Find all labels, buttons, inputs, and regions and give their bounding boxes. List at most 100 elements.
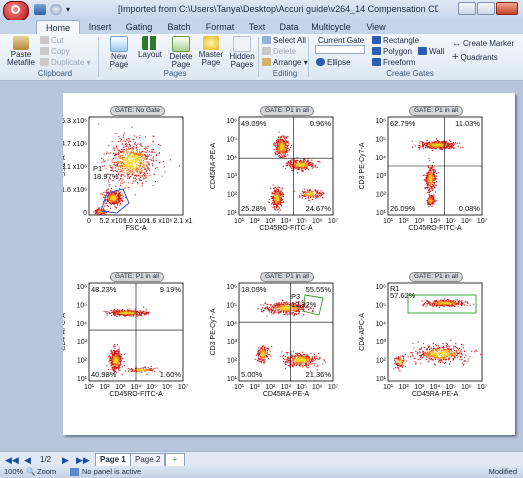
undo-icon[interactable] (50, 4, 62, 15)
tab-multicycle[interactable]: Multicycle (311, 22, 351, 32)
maximize-button[interactable] (477, 2, 495, 15)
arrange-label: Arrange (273, 58, 302, 67)
new-page-button[interactable]: New Page (106, 36, 132, 69)
copy-button[interactable]: Copy (40, 47, 70, 57)
data-dot (121, 193, 123, 195)
data-dot (273, 148, 275, 150)
tab-insert[interactable]: Insert (88, 22, 112, 32)
data-dot (138, 160, 140, 162)
data-dot (113, 192, 115, 194)
data-dot (116, 372, 118, 374)
close-button[interactable] (496, 2, 518, 15)
data-dot (302, 306, 304, 308)
data-dot (299, 164, 301, 166)
data-dot (282, 304, 284, 306)
data-dot (141, 311, 143, 313)
data-dot (117, 177, 119, 179)
arrange-button[interactable]: Arrange ▾ (262, 58, 308, 68)
data-dot (119, 195, 121, 197)
tab-gating[interactable]: Gating (125, 22, 153, 32)
data-dot (282, 193, 284, 195)
freeform-button[interactable]: Freeform (372, 58, 415, 68)
ellipse-button[interactable]: Ellipse (316, 58, 351, 68)
page-label: Page (171, 60, 191, 69)
data-dot (276, 197, 278, 199)
data-dot (275, 192, 277, 194)
data-dot (120, 164, 122, 166)
data-dot (287, 310, 289, 312)
cut-button[interactable]: Cut (40, 36, 63, 46)
data-dot (289, 304, 291, 306)
data-dot (145, 146, 147, 148)
data-dot (126, 145, 128, 147)
data-dot (98, 214, 100, 216)
tab-text[interactable]: Text (248, 22, 266, 32)
delete-button[interactable]: Delete (262, 47, 296, 57)
save-icon[interactable] (34, 4, 46, 15)
tab-data[interactable]: Data (279, 22, 299, 32)
hidden-pages-button[interactable]: Hidden Pages (228, 36, 256, 69)
layout-button[interactable]: Layout (136, 36, 164, 59)
data-dot (113, 369, 115, 371)
data-dot (432, 175, 434, 177)
document-page[interactable]: P1 18.97% 6.3 x10⁶ 4.7 x10⁶ 3.1 x10⁶ 1.6 x10⁶… (63, 93, 515, 435)
tab-view[interactable]: View (366, 22, 386, 32)
data-dot (283, 153, 285, 155)
delete-label: Delete (169, 52, 193, 61)
quadrants-button[interactable]: + Quadrants (452, 52, 498, 63)
data-dot (276, 139, 278, 141)
duplicate-button[interactable]: Duplicate ▾ (40, 58, 91, 68)
minimize-button[interactable] (458, 2, 476, 15)
data-dot (299, 196, 301, 198)
data-dot (424, 180, 426, 182)
master-label: Master (198, 50, 224, 59)
data-dot (283, 155, 285, 157)
tab-batch[interactable]: Batch (167, 22, 191, 32)
quadrant-ul-percent: 48.23% (91, 285, 117, 294)
delete-page-button[interactable]: Delete Page (168, 36, 194, 69)
select-all-button[interactable]: Select All (262, 36, 306, 46)
master-page-button[interactable]: Master Page (197, 36, 225, 67)
data-dot (116, 344, 118, 346)
data-dot (286, 306, 288, 308)
data-dot (434, 141, 436, 143)
data-dot (300, 160, 302, 162)
qat-dropdown-icon[interactable]: ▾ (66, 5, 71, 14)
app-menu-button[interactable] (3, 1, 29, 21)
paste-metafile-button[interactable]: Paste Metafile (4, 36, 38, 67)
data-dot (306, 354, 308, 356)
data-dot (122, 182, 124, 184)
rectangle-button[interactable]: Rectangle (372, 36, 419, 46)
tab-format[interactable]: Format (205, 22, 235, 32)
data-dot (116, 200, 118, 202)
gate-p1-polygon (100, 188, 130, 214)
data-dot (289, 358, 291, 360)
tab-home[interactable]: Home (36, 20, 80, 35)
data-dot (444, 142, 446, 144)
data-dot (427, 181, 429, 183)
x-tick-label: 5.2 x10⁶ (100, 218, 126, 225)
data-dot (269, 304, 271, 306)
wall-button[interactable]: Wall (418, 47, 444, 57)
data-dot (118, 313, 120, 315)
data-dot (145, 369, 147, 371)
create-marker-button[interactable]: ↔ Create Marker (452, 38, 514, 49)
data-dot (123, 314, 125, 316)
data-dot (317, 195, 319, 197)
data-dot (129, 153, 131, 155)
current-gate-dropdown[interactable] (315, 45, 365, 54)
data-dot (431, 176, 433, 178)
data-dot (274, 310, 276, 312)
data-dot (285, 306, 287, 308)
data-dot (295, 360, 297, 362)
data-dot (124, 353, 126, 355)
data-dot (268, 307, 270, 309)
polygon-button[interactable]: Polygon (372, 47, 412, 57)
data-dot (117, 159, 119, 161)
data-dot (114, 361, 116, 363)
data-dot (445, 141, 447, 143)
data-dot (98, 208, 100, 210)
data-dot (429, 160, 431, 162)
data-dot (277, 309, 279, 311)
data-dot (139, 163, 141, 165)
